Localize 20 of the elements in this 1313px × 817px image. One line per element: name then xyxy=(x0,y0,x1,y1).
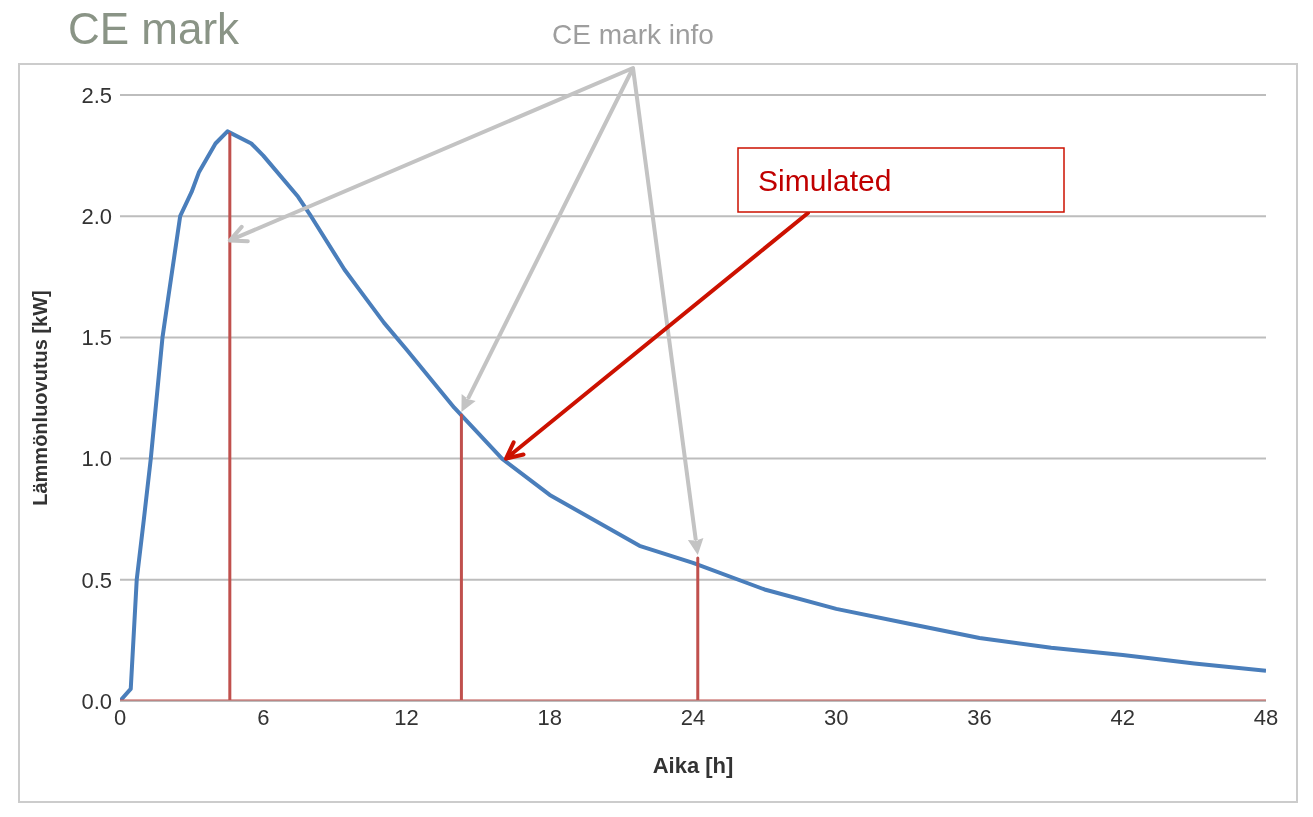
x-tick-label: 36 xyxy=(967,704,992,730)
y-tick-label: 1.5 xyxy=(81,325,112,351)
y-tick-label: 2.0 xyxy=(81,204,112,230)
chart-title: CE mark xyxy=(68,4,240,54)
x-tick-label: 48 xyxy=(1253,704,1279,730)
x-tick-label: 0 xyxy=(113,704,127,730)
x-axis-title: Aika [h] xyxy=(652,753,734,778)
annotation: CE mark info xyxy=(552,19,714,50)
x-tick-label: 12 xyxy=(394,704,419,730)
y-tick-label: 2.5 xyxy=(81,82,112,108)
x-tick-label: 18 xyxy=(537,704,562,730)
x-tick-label: 24 xyxy=(680,704,706,730)
x-tick-label: 42 xyxy=(1110,704,1135,730)
y-tick-label: 0.5 xyxy=(81,567,112,593)
y-tick-label: 1.0 xyxy=(81,446,112,472)
annotation: Simulated xyxy=(758,164,892,197)
x-tick-label: 30 xyxy=(824,704,849,730)
y-axis-title: Lämmönluovutus [kW] xyxy=(29,290,52,506)
x-tick-label: 6 xyxy=(257,704,270,730)
y-tick-label: 0.0 xyxy=(81,688,112,714)
